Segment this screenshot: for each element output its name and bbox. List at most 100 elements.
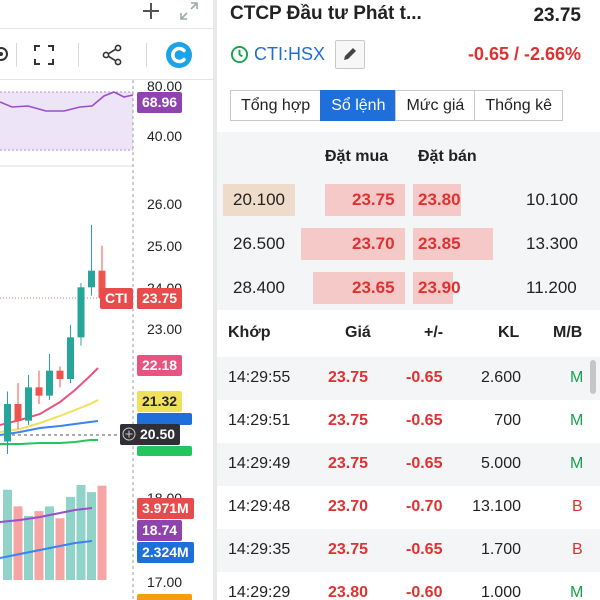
settings-icon[interactable]: [0, 41, 12, 67]
chart-panel: 80.00 40.00 26.00 25.00 24.00 23.00 18.0…: [0, 0, 213, 600]
candle-body: [46, 370, 53, 396]
fullscreen-icon[interactable]: [31, 42, 57, 68]
tick-side: M: [570, 455, 584, 472]
bid-depth-bar: [313, 272, 405, 304]
candle-body: [4, 404, 11, 442]
tick-time: 14:29:48: [228, 498, 291, 515]
col-header-volume: KL: [498, 324, 520, 341]
trade-ticks-list[interactable]: 14:29:55 23.75 -0.65 2.600 M 14:29:51 23…: [217, 357, 600, 600]
tick-price: 23.75: [328, 455, 369, 472]
tab-price-levels[interactable]: Mức giá: [395, 90, 476, 121]
price-change: -0.65 / -2.66%: [467, 44, 581, 64]
toolbar-divider: [146, 43, 147, 67]
rsi-zone: [0, 92, 133, 150]
chart-topbar: [0, 0, 213, 27]
tick-change: -0.65: [406, 455, 443, 472]
chart-toolbar: [0, 28, 213, 80]
ma-green-line: [0, 439, 98, 445]
tick-price: 23.80: [328, 584, 369, 600]
price-chart[interactable]: [0, 80, 213, 600]
tick-volume: 1.000: [480, 584, 521, 600]
candle-body: [67, 337, 74, 379]
volume-bar: [76, 485, 86, 580]
volume-bar: [55, 518, 65, 580]
tab-statistics[interactable]: Thống kê: [474, 90, 564, 121]
order-book-row[interactable]: 28.400 23.65 23.90 11.200: [217, 266, 600, 310]
candle-body: [88, 270, 95, 288]
ticks-scrollbar[interactable]: [590, 360, 596, 394]
tick-price: 23.70: [328, 498, 369, 515]
volume-bar: [66, 496, 75, 580]
trade-tick-row: 14:29:55 23.75 -0.65 2.600 M: [217, 357, 600, 400]
tab-order-book[interactable]: Sổ lệnh: [320, 90, 397, 121]
last-price-badge: 23.75: [137, 288, 183, 309]
clock-icon: [230, 45, 249, 64]
ask-volume: 11.200: [526, 278, 577, 297]
brand-logo-icon[interactable]: [164, 40, 194, 70]
order-book-sell-header: Đặt bán: [418, 148, 477, 165]
tick-price: 23.75: [328, 412, 369, 429]
volume-bar: [34, 511, 44, 580]
tick-time: 14:29:49: [228, 455, 291, 472]
tab-bar: Tổng hợp Sổ lệnh Mức giá Thống kê: [230, 90, 564, 121]
edit-button[interactable]: [335, 39, 366, 69]
order-book-row[interactable]: 26.500 23.70 23.85 13.300: [217, 222, 600, 266]
add-alert-icon[interactable]: [121, 426, 137, 442]
toolbar-divider: [16, 43, 17, 67]
order-book: Đặt mua Đặt bán 20.100 23.75 23.80 10.10…: [217, 132, 600, 310]
bid-volume: 20.100: [233, 190, 285, 209]
bid-price: 23.75: [352, 190, 395, 209]
volume-bar: [97, 485, 107, 580]
ticker-badge: CTI: [100, 288, 133, 309]
ticker-symbol[interactable]: CTI:HSX: [254, 43, 326, 64]
volume-ma-purple-badge: 18.74: [137, 520, 183, 541]
candle-body: [56, 370, 64, 379]
tick-side: M: [570, 412, 584, 429]
tick-price: 23.75: [328, 541, 369, 558]
panel-divider[interactable]: [213, 0, 217, 600]
trade-ticks-header: Khớp Giá +/- KL M/B: [217, 312, 600, 356]
rsi-value-badge: 68.96: [137, 92, 183, 113]
tick-side: M: [570, 369, 584, 386]
volume-bar: [24, 515, 33, 580]
bid-price: 23.70: [352, 234, 395, 253]
axis-label: 17.00: [147, 574, 183, 590]
order-book-row[interactable]: 20.100 23.75 23.80 10.100: [217, 178, 600, 222]
volume-ma-purple: [0, 507, 93, 523]
expand-icon[interactable]: [178, 0, 200, 22]
ma-blue-badge: [137, 413, 192, 425]
trade-tick-row: 14:29:51 23.75 -0.65 700 M: [217, 400, 600, 443]
tick-price: 23.75: [328, 369, 369, 386]
trade-tick-row: 14:29:49 23.75 -0.65 5.000 M: [217, 443, 600, 486]
ask-volume: 13.300: [526, 234, 578, 253]
trade-tick-row: 14:29:48 23.70 -0.70 13.100 B: [217, 486, 600, 529]
ask-price: 23.85: [418, 234, 461, 253]
share-icon[interactable]: [99, 42, 125, 68]
crosshair-price-badge: 20.50: [120, 424, 181, 445]
axis-label: 23.00: [147, 321, 183, 337]
volume-bar: [45, 506, 54, 580]
tick-time: 14:29:55: [228, 369, 291, 386]
col-header-time: Khớp: [228, 324, 271, 341]
company-name: CTCP Đầu tư Phát t...: [230, 3, 422, 24]
axis-label: 80.00: [147, 78, 183, 94]
tab-summary[interactable]: Tổng hợp: [230, 90, 322, 121]
tick-side: M: [570, 584, 584, 600]
quote-panel: CTCP Đầu tư Phát t... 23.75 CTI:HSX -0.6…: [217, 0, 600, 600]
toolbar-divider: [78, 43, 79, 67]
add-icon[interactable]: [140, 0, 162, 22]
ask-price: 23.80: [418, 190, 461, 209]
tick-change: -0.65: [406, 541, 443, 558]
trade-tick-row: 14:29:29 23.80 -0.60 1.000 M: [217, 572, 600, 600]
axis-label: 25.00: [147, 238, 183, 254]
ma-yellow-line: [0, 399, 99, 433]
ask-depth-bar: [413, 184, 461, 216]
col-header-price: Giá: [345, 324, 371, 341]
candle-body: [25, 387, 32, 421]
col-header-change: +/-: [424, 324, 444, 341]
trade-tick-row: 14:29:35 23.75 -0.65 1.700 B: [217, 529, 600, 572]
ask-depth-bar: [413, 272, 453, 304]
tick-volume: 700: [494, 412, 521, 429]
ma-blue-line: [0, 420, 99, 436]
last-price: 23.75: [533, 5, 581, 26]
